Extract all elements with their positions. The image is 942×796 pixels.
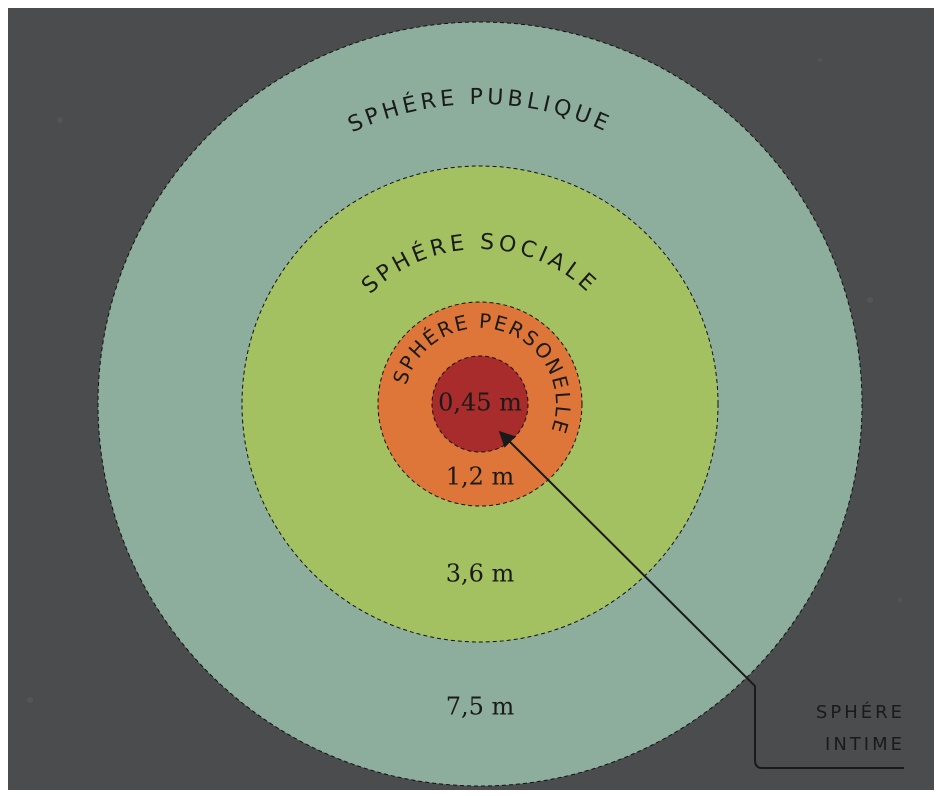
callout-text: SPHÉRE [816,701,905,723]
diagram: SPHÉRE PUBLIQUE SPHÉRE SOCIALE SPHÉRE PE… [0,0,942,796]
callout-text: INTIME [825,734,905,755]
distance-label: 7,5 m [446,693,515,721]
distance-label: 3,6 m [446,560,515,588]
distance-label: 0,45 m [438,389,522,417]
distance-label: 1,2 m [446,463,515,491]
